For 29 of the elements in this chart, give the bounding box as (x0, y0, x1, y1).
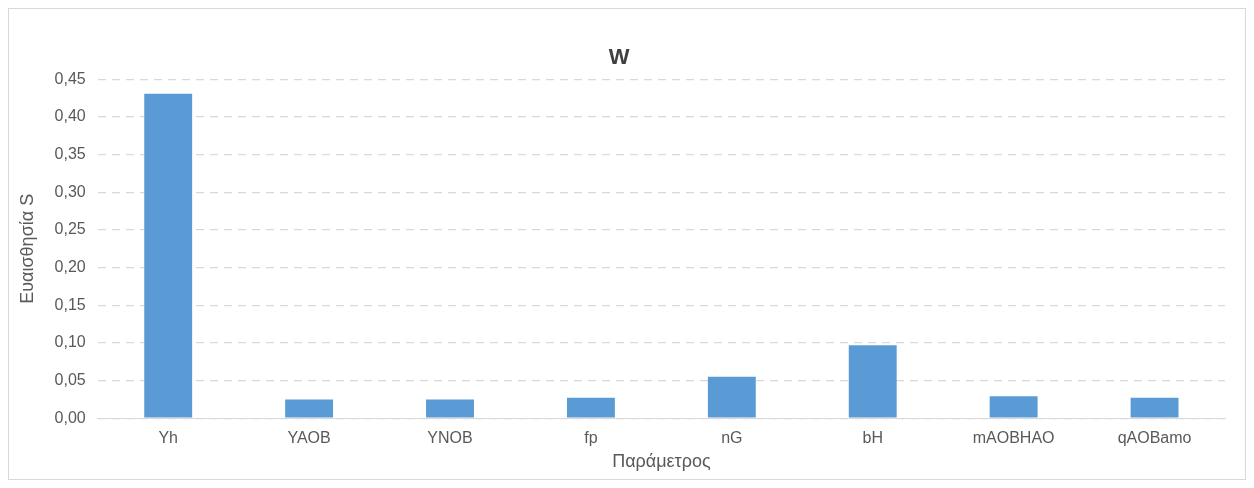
bar (144, 93, 193, 418)
x-axis-title: Παράμετρος (612, 451, 711, 472)
chart-title: W (608, 44, 630, 70)
y-tick-label: 0,40 (54, 107, 86, 125)
bar (848, 345, 897, 418)
x-tick-label: mAOBHAO (972, 429, 1055, 447)
y-tick-label: 0,20 (54, 258, 86, 276)
x-tick-label: nG (721, 429, 743, 447)
bar (707, 376, 756, 418)
y-tick-label: 0,00 (54, 408, 86, 426)
bar (426, 399, 474, 418)
y-tick-label: 0,45 (54, 69, 86, 87)
x-tick-label: bH (862, 429, 883, 447)
x-tick-label: YAOB (287, 429, 331, 447)
x-tick-label: qAOBamo (1117, 429, 1192, 447)
y-tick-label: 0,10 (54, 333, 86, 351)
bar (285, 399, 334, 418)
x-tick-label: Yh (158, 429, 178, 447)
y-tick-label: 0,25 (54, 220, 86, 238)
y-tick-label: 0,30 (54, 182, 86, 200)
y-tick-label: 0,05 (54, 370, 86, 388)
y-tick-label: 0,15 (54, 295, 86, 313)
bar (989, 396, 1038, 418)
x-tick-label: fp (584, 429, 598, 447)
bar (566, 397, 615, 418)
y-tick-label: 0,35 (54, 145, 86, 163)
x-tick-label: YNOB (427, 429, 473, 447)
bar (1130, 397, 1179, 418)
y-axis-title: Ευαισθησία S (16, 193, 37, 304)
